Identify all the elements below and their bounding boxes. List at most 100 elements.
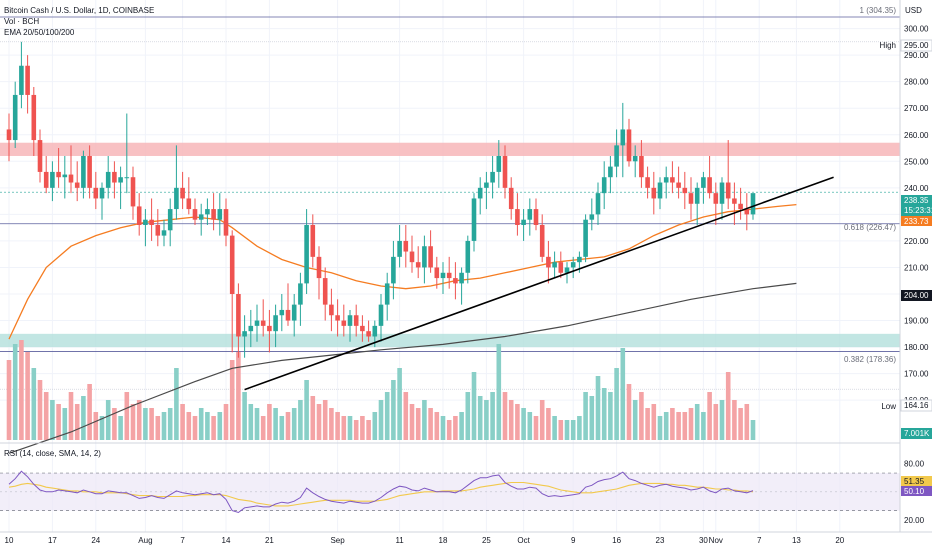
volume-bar [192,416,198,440]
volume-bar [74,404,80,440]
volume-bar [453,416,458,440]
candle [99,182,105,220]
candle [502,145,508,199]
candle-body [56,171,61,178]
currency-label[interactable]: USD [905,6,922,15]
price-tick-label: 270.00 [904,104,929,113]
candle [583,214,588,263]
volume-bar [701,412,706,440]
candle [6,113,12,162]
price-tick-label: 280.00 [904,78,929,87]
candle-body [205,209,210,215]
time-tick-label: 7 [180,536,185,545]
candle-body [161,230,167,236]
volume-bar [422,400,427,440]
candle-body [515,209,520,225]
candle [155,209,161,247]
candle [744,193,750,231]
fib-levels [0,16,900,390]
candle-body [291,304,297,321]
candle-body [564,267,570,273]
time-tick-label: 10 [5,536,14,545]
volume-bar [583,392,588,440]
candle [248,309,254,348]
volume-bar [37,380,43,440]
volume-bar [446,420,452,440]
candle-body [521,219,526,225]
volume-bar [496,344,502,440]
volume-bar [564,420,570,440]
volume-bar [577,416,582,440]
volume-bar [322,400,328,440]
candle-body [74,182,80,188]
volume-bar [403,392,409,440]
volume-bar [732,400,737,440]
volume-bar [25,352,30,440]
rsi-line [8,470,754,514]
volume-bar [608,392,613,440]
time-tick-label: 30 [699,536,708,545]
price-scale[interactable] [900,0,932,532]
candle-body [552,262,557,268]
volume-bar [694,404,700,440]
volume-bar [205,412,210,440]
candle-body [490,171,495,183]
candle [508,177,514,220]
rsi-sma-tag: 50.10 [901,486,932,496]
volume-bars [6,340,756,440]
volume-bar [180,404,185,440]
volume-bar [632,400,638,440]
candle-body [136,206,142,225]
candle [93,171,99,210]
candle-body [694,187,700,204]
volume-bar [601,388,607,440]
candle [558,251,564,279]
candle [484,171,489,210]
time-ticks[interactable]: 10 17 24 Aug 7 14 21 Sep 11 18 25 Oct 9 16 23 30 Nov 7 13 2… [5,536,845,545]
candle-body [651,187,657,199]
candle [732,182,737,225]
candle [353,304,359,337]
volume-bar [143,408,148,440]
candle [608,155,613,194]
candle-body [391,256,396,284]
candle-body [285,309,291,321]
candle-body [546,256,551,268]
volume-bar [161,412,167,440]
candle [415,246,421,279]
volume-bar [558,420,564,440]
price-tick-label: 260.00 [904,131,929,140]
time-tick-label: Oct [517,536,530,545]
volume-bar [329,408,334,440]
volume-bar [595,376,601,440]
candle-body [446,272,452,279]
volume-bar [663,412,669,440]
candle-body [174,187,179,210]
svg-text:238.35: 238.35 [904,196,929,205]
candle [229,230,235,353]
time-tick-label: 16 [612,536,621,545]
candle-body [589,214,595,220]
volume-bar [273,408,278,440]
candle-body [260,320,266,326]
trendline[interactable] [244,176,834,391]
time-tick-label: 17 [48,536,57,545]
time-tick-label: 21 [265,536,274,545]
candle-body [248,325,254,332]
candle-body [533,209,539,225]
volume-bar [484,400,489,440]
candle [335,299,340,337]
volume-bar [105,400,111,440]
candle-body [68,174,74,183]
candle [291,294,297,337]
candle [440,262,446,295]
volume-bar [676,412,681,440]
candle [81,150,86,199]
volume-bar [744,404,750,440]
candle [322,267,328,321]
candle [118,166,123,210]
candle-body [180,187,185,199]
candle [620,102,626,178]
candle [719,177,725,220]
